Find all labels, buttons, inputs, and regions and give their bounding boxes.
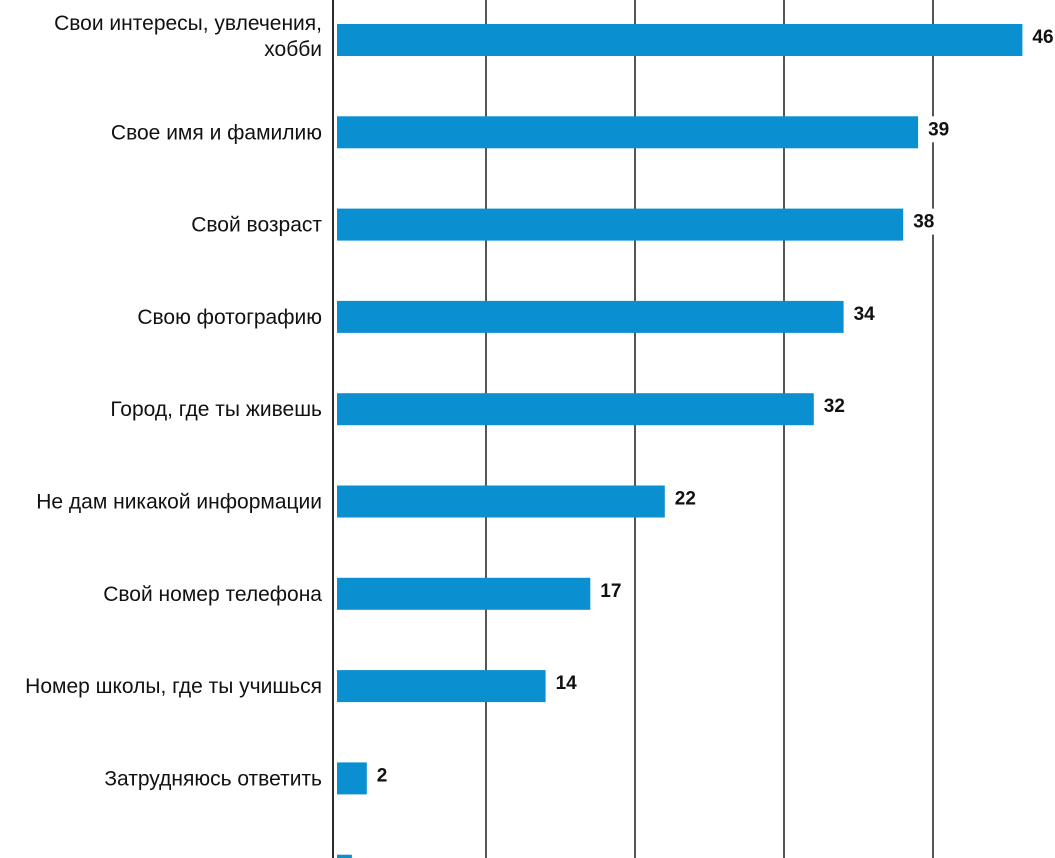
value-label-4: 34	[854, 304, 876, 325]
bar-9	[337, 762, 367, 795]
category-label-2: Свое имя и фамилию	[111, 121, 322, 144]
bar-2	[337, 116, 919, 149]
value-label-5: 32	[824, 396, 845, 417]
bar-7	[337, 577, 591, 610]
value-label-backing	[552, 670, 583, 697]
value-label-backing	[671, 485, 702, 512]
bars	[337, 24, 1023, 858]
value-label-backing	[925, 116, 956, 143]
value-label-backing	[850, 300, 881, 327]
category-labels: Свои интересы, увлечения, хобби Свое имя и…	[25, 12, 322, 790]
value-label-backing	[1029, 24, 1055, 50]
value-label-7: 17	[600, 581, 621, 602]
category-label-8: Номер школы, где ты учишься	[25, 675, 322, 698]
category-label-5: Город, где ты живешь	[110, 398, 322, 421]
category-label-1: Свои интересы, увлечения, хобби	[54, 12, 322, 61]
bar-10	[337, 854, 352, 858]
value-label-backing	[597, 577, 628, 604]
category-label-3: Свой возраст	[191, 214, 322, 237]
value-label-8: 14	[556, 673, 578, 694]
value-label-backing	[820, 393, 851, 420]
value-label-3: 38	[913, 212, 934, 233]
value-label-2: 39	[928, 119, 949, 140]
value-label-6: 22	[675, 489, 696, 510]
value-label-backing	[358, 854, 378, 858]
category-label-6: Не дам никакой информации	[36, 491, 322, 514]
value-label-backing	[373, 762, 393, 789]
bar-1	[337, 24, 1023, 56]
category-label-7: Свой номер телефона	[103, 583, 322, 606]
category-label-4: Свою фотографию	[137, 306, 322, 329]
value-labels: 463938343222171421	[358, 24, 1055, 858]
value-label-9: 2	[377, 765, 388, 786]
bar-4	[337, 300, 844, 333]
bar-3	[337, 208, 904, 241]
value-label-1: 46	[1032, 27, 1053, 48]
category-label-9: Затрудняюсь ответить	[104, 767, 322, 790]
bar-5	[337, 393, 814, 426]
value-label-backing	[910, 208, 941, 235]
bar-6	[337, 485, 665, 518]
bar-8	[337, 670, 546, 703]
